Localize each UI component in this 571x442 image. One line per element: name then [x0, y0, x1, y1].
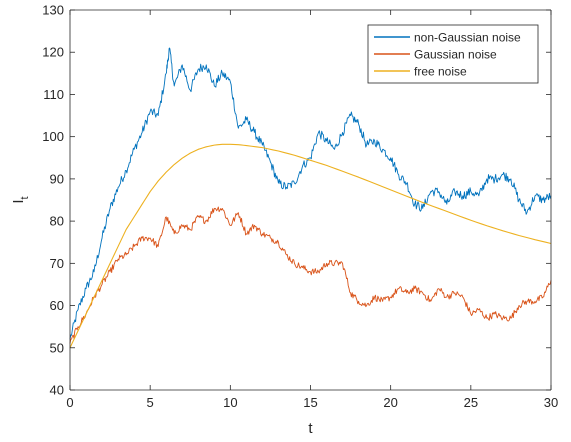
series-layer: [69, 47, 552, 349]
svg-text:It: It: [10, 196, 31, 203]
legend-label-non-gaussian: non-Gaussian noise: [414, 31, 521, 45]
y-tick-label: 110: [43, 87, 64, 102]
x-tick-label: 0: [66, 395, 73, 410]
series-line-gaussian-noise: [69, 206, 552, 344]
y-tick-label: 90: [50, 171, 64, 186]
y-tick-label: 70: [50, 256, 64, 271]
y-axis-label-subscript: t: [19, 196, 31, 199]
legend: non-Gaussian noise Gaussian noise free n…: [367, 24, 539, 84]
y-axis-label: It: [10, 196, 31, 203]
series-line-free-noise: [69, 143, 552, 349]
x-axis-label: t: [308, 420, 313, 437]
series-line-non-gaussian-noise: [69, 47, 552, 340]
y-tick-label: 100: [42, 129, 64, 144]
y-tick-label: 50: [50, 340, 64, 355]
x-tick-label: 20: [383, 395, 397, 410]
x-tick-label: 25: [464, 395, 478, 410]
y-tick-label: 60: [50, 298, 64, 313]
ticks-layer: 0 5 10 15 20 25 30 40 50 60 70 80 90 100 110 120 130: [42, 3, 558, 411]
legend-label-gaussian: Gaussian noise: [414, 48, 497, 62]
x-tick-label: 15: [303, 395, 317, 410]
y-tick-label: 80: [50, 214, 64, 229]
y-tick-label: 120: [42, 45, 64, 60]
y-tick-label: 130: [42, 3, 64, 18]
y-tick-label: 40: [50, 383, 64, 398]
x-tick-label: 10: [223, 395, 237, 410]
x-tick-label: 5: [147, 395, 154, 410]
y-axis-label-main: I: [10, 199, 27, 203]
x-tick-label: 30: [544, 395, 558, 410]
legend-label-free-noise: free noise: [414, 65, 467, 79]
